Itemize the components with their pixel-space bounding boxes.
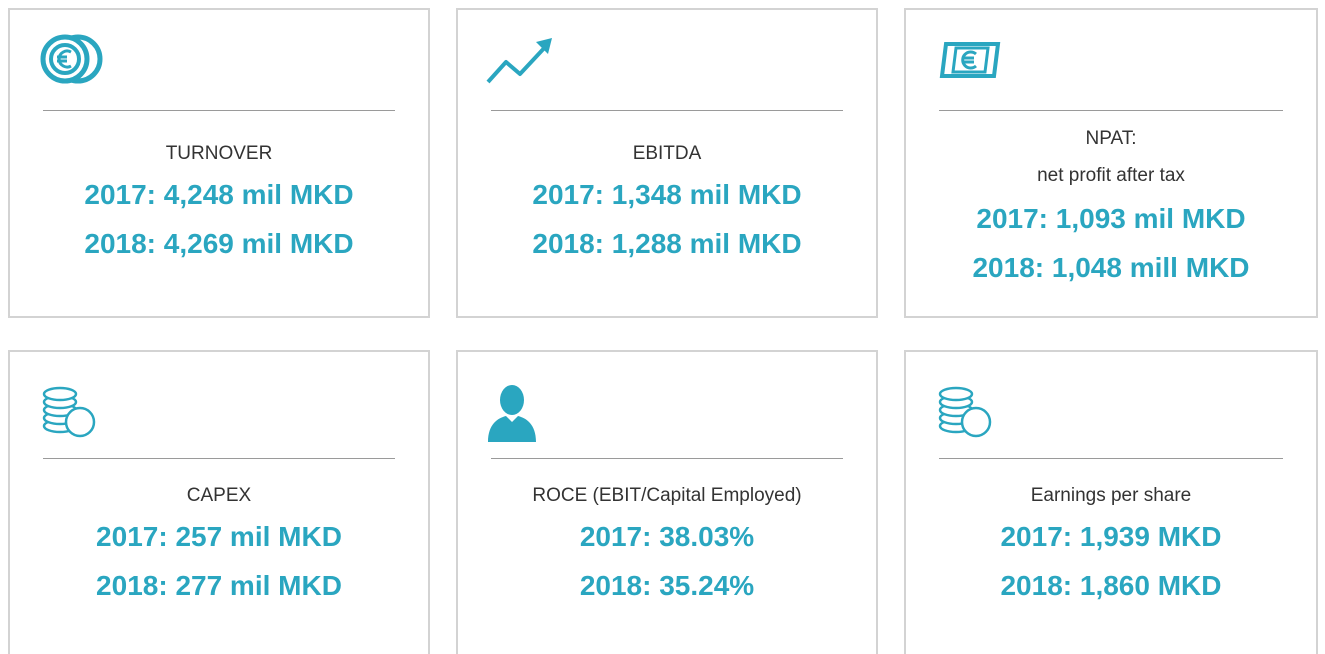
card-value: 2018: 1,288 mil MKD [532, 228, 802, 259]
card-content: NPAT: net profit after tax 2017: 1,093 m… [906, 120, 1316, 292]
card: ROCE (EBIT/Capital Employed) 2017: 38.03… [456, 350, 878, 654]
card-value: 2017: 257 mil MKD [96, 521, 342, 552]
euro-coins-icon [40, 34, 103, 84]
card-label: NPAT: [1085, 128, 1137, 149]
card-value: 2018: 1,048 mill MKD [972, 252, 1250, 283]
card-label: CAPEX [186, 485, 252, 506]
card-value: 2018: 4,269 mil MKD [84, 228, 354, 259]
card-value: 2017: 1,093 mil MKD [976, 203, 1246, 234]
card-label: Earnings per share [1030, 485, 1192, 506]
card-label: net profit after tax [1037, 165, 1185, 186]
card: NPAT: net profit after tax 2017: 1,093 m… [904, 8, 1318, 318]
card-label: ROCE (EBIT/Capital Employed) [532, 485, 802, 506]
card: EBITDA 2017: 1,348 mil MKD 2018: 1,288 m… [456, 8, 878, 318]
banknote-icon [939, 42, 1001, 78]
card-value: 2018: 277 mil MKD [96, 570, 342, 601]
card-label: EBITDA [632, 143, 702, 164]
card-value: 2018: 1,860 MKD [1000, 570, 1222, 601]
card-value: 2017: 4,248 mil MKD [84, 179, 354, 210]
person-icon [488, 385, 536, 442]
card-content: CAPEX 2017: 257 mil MKD 2018: 277 mil MK… [10, 480, 428, 610]
divider [939, 458, 1283, 459]
card-label: TURNOVER [165, 143, 273, 164]
card-value: 2017: 38.03% [579, 521, 755, 552]
card-content: Earnings per share 2017: 1,939 MKD 2018:… [906, 480, 1316, 610]
divider [939, 110, 1283, 111]
card-value: 2017: 1,939 MKD [1000, 521, 1222, 552]
card-content: ROCE (EBIT/Capital Employed) 2017: 38.03… [458, 480, 876, 610]
coins-icon [938, 386, 992, 438]
coins-icon [42, 386, 96, 438]
divider [43, 458, 395, 459]
card: TURNOVER 2017: 4,248 mil MKD 2018: 4,269… [8, 8, 430, 318]
card: CAPEX 2017: 257 mil MKD 2018: 277 mil MK… [8, 350, 430, 654]
card-value: 2018: 35.24% [579, 570, 755, 601]
card-content: EBITDA 2017: 1,348 mil MKD 2018: 1,288 m… [458, 138, 876, 268]
trend-icon [486, 38, 552, 84]
card: Earnings per share 2017: 1,939 MKD 2018:… [904, 350, 1318, 654]
divider [491, 110, 843, 111]
divider [491, 458, 843, 459]
card-value: 2017: 1,348 mil MKD [532, 179, 802, 210]
divider [43, 110, 395, 111]
card-content: TURNOVER 2017: 4,248 mil MKD 2018: 4,269… [10, 138, 428, 268]
